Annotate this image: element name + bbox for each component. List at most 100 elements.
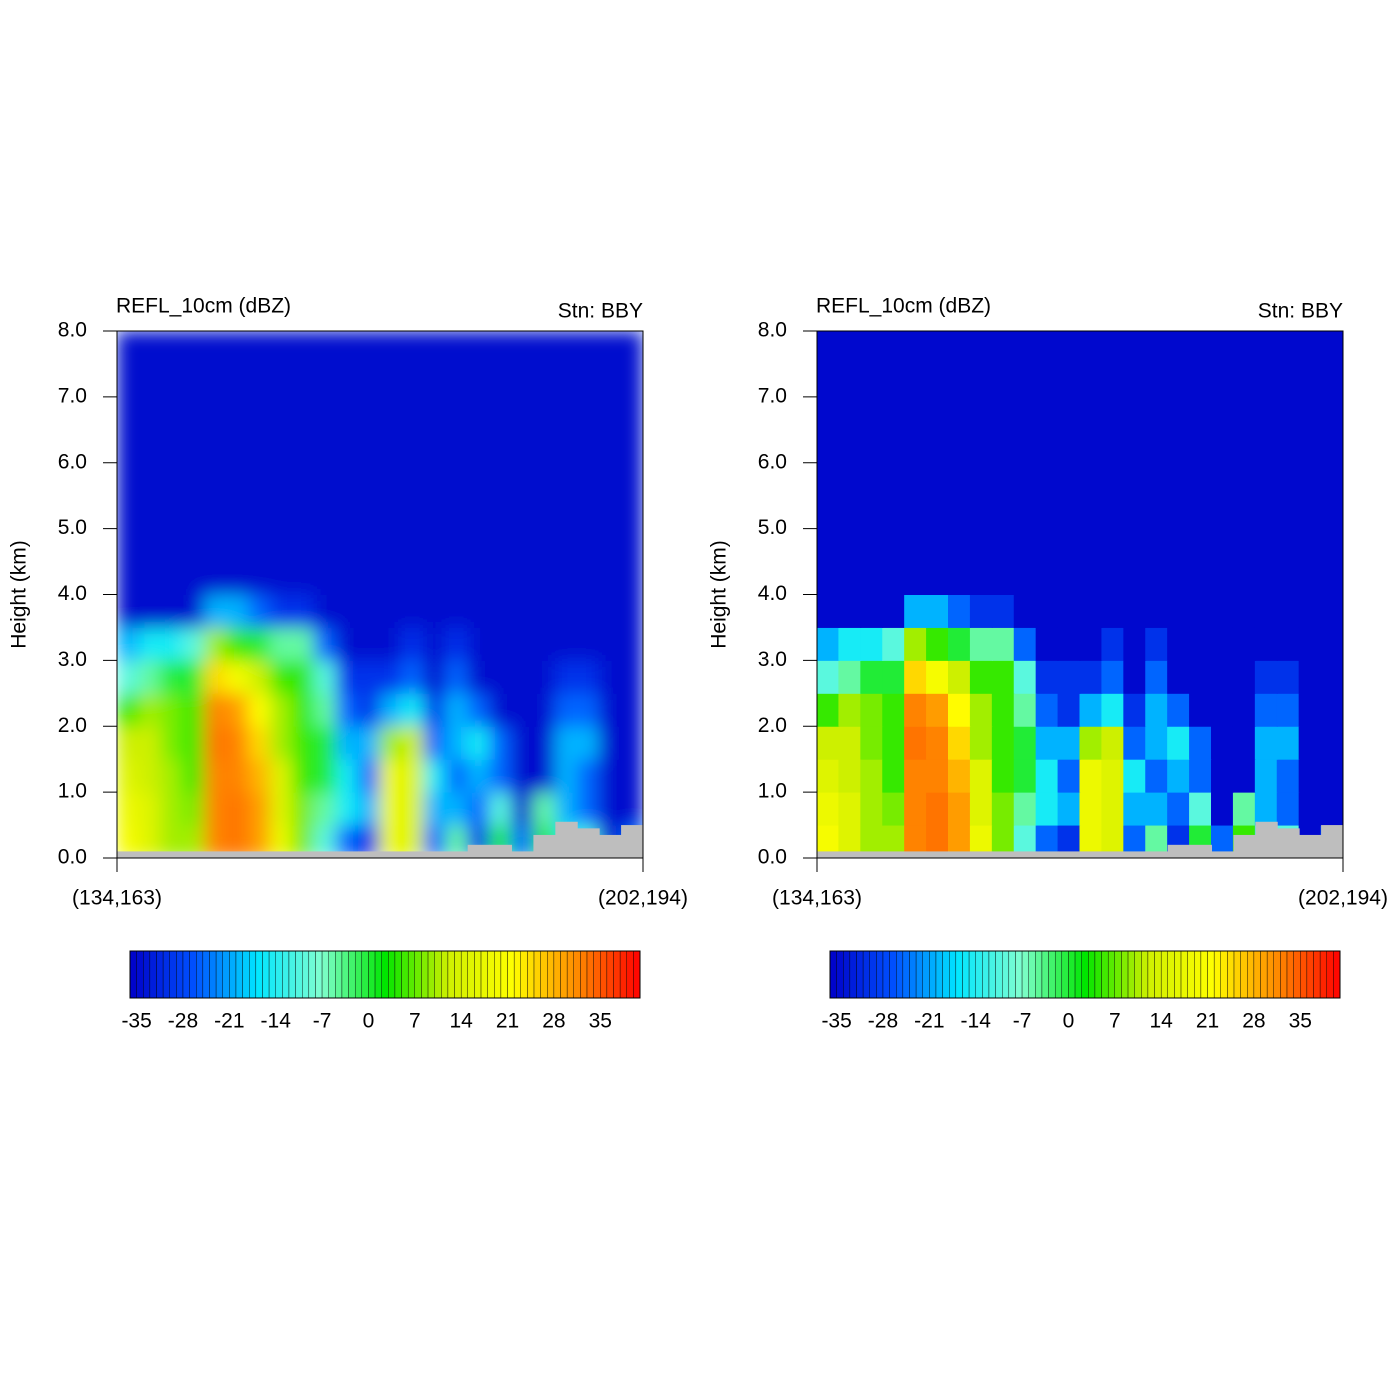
colorbar-tick-label: 35	[1289, 1010, 1312, 1033]
cell	[1320, 692, 1343, 727]
colorbar-box	[189, 950, 197, 999]
cell	[620, 331, 643, 595]
cell	[401, 626, 425, 661]
cell	[1298, 331, 1322, 595]
colorbar-box	[1213, 950, 1221, 999]
cell	[1013, 659, 1037, 694]
terrain	[970, 851, 993, 858]
terrain	[292, 851, 315, 858]
cell	[357, 824, 381, 858]
colorbar-tick-label: -21	[914, 1010, 944, 1033]
colorbar-box	[268, 950, 276, 999]
cell	[532, 725, 556, 760]
cell	[291, 594, 315, 628]
colorbar-box	[1240, 950, 1248, 999]
colorbar-box	[494, 950, 502, 999]
cell	[1035, 758, 1059, 793]
cell	[948, 824, 971, 858]
cell	[817, 824, 840, 858]
terrain	[555, 821, 578, 858]
terrain	[1189, 844, 1212, 858]
cell	[423, 659, 447, 694]
cell	[1211, 692, 1234, 727]
colorbar-box	[935, 950, 943, 999]
colorbar-box	[176, 950, 184, 999]
cell	[948, 626, 971, 661]
colorbar-box	[849, 950, 857, 999]
colorbar-box	[869, 950, 877, 999]
colorbar-box	[1121, 950, 1129, 999]
colorbar-box	[553, 950, 561, 999]
colorbar-frame	[829, 950, 1341, 999]
cell	[1035, 594, 1059, 628]
terrain	[1277, 828, 1300, 858]
cell	[248, 331, 271, 595]
cell	[969, 692, 993, 727]
cell	[423, 791, 447, 826]
cell	[817, 659, 840, 694]
terrain	[314, 851, 337, 858]
cell	[379, 758, 403, 793]
cell	[904, 594, 928, 628]
cell	[226, 331, 249, 595]
colorbar-box	[348, 950, 356, 999]
cell	[1123, 692, 1147, 727]
cell	[882, 626, 906, 661]
colorbar-box	[222, 950, 230, 999]
cell	[357, 594, 381, 628]
cell	[904, 626, 928, 661]
colorbar-box	[1160, 950, 1168, 999]
terrain	[270, 851, 293, 858]
cell	[1057, 725, 1081, 760]
cell	[926, 791, 949, 826]
cell	[554, 331, 578, 595]
cell	[401, 725, 425, 760]
cell	[1254, 659, 1278, 694]
cell	[1232, 758, 1256, 793]
chart-subtitle: Stn: BBY	[1258, 300, 1343, 323]
cell	[1189, 758, 1212, 793]
colorbar-box	[1194, 950, 1202, 999]
colorbar-box	[467, 950, 475, 999]
colorbar-box	[593, 950, 601, 999]
cell	[969, 331, 993, 595]
colorbar-box	[1114, 950, 1122, 999]
cell	[1123, 626, 1147, 661]
cell	[182, 692, 206, 727]
cells	[817, 331, 1343, 858]
colorbar-box	[149, 950, 157, 999]
cell	[1079, 659, 1103, 694]
cell	[357, 758, 381, 793]
cell	[532, 659, 556, 694]
cell	[1211, 725, 1234, 760]
cell	[991, 725, 1015, 760]
colorbar-box	[1081, 950, 1089, 999]
cell	[1145, 725, 1169, 760]
colorbar-box	[414, 950, 422, 999]
cell	[117, 824, 140, 858]
cell	[1035, 791, 1059, 826]
cell	[1276, 692, 1300, 727]
cell	[1276, 594, 1300, 628]
cell	[904, 331, 928, 595]
y-tick-label: 8.0	[758, 319, 787, 342]
cell	[860, 659, 884, 694]
cell	[948, 725, 971, 760]
colorbar-box	[401, 950, 409, 999]
cell	[620, 758, 643, 793]
cell	[138, 659, 162, 694]
cell	[969, 659, 993, 694]
cell	[182, 626, 206, 661]
colorbar-box	[302, 950, 310, 999]
colorbar-box	[156, 950, 164, 999]
cell	[291, 331, 315, 595]
colorbar-box	[1127, 950, 1135, 999]
colorbar-tick-label: -14	[961, 1010, 992, 1033]
cell	[1101, 725, 1125, 760]
cell	[379, 824, 403, 858]
cell	[226, 692, 249, 727]
cell	[1101, 824, 1125, 858]
colorbar-box	[500, 950, 508, 999]
cell	[269, 791, 293, 826]
cell	[204, 594, 228, 628]
